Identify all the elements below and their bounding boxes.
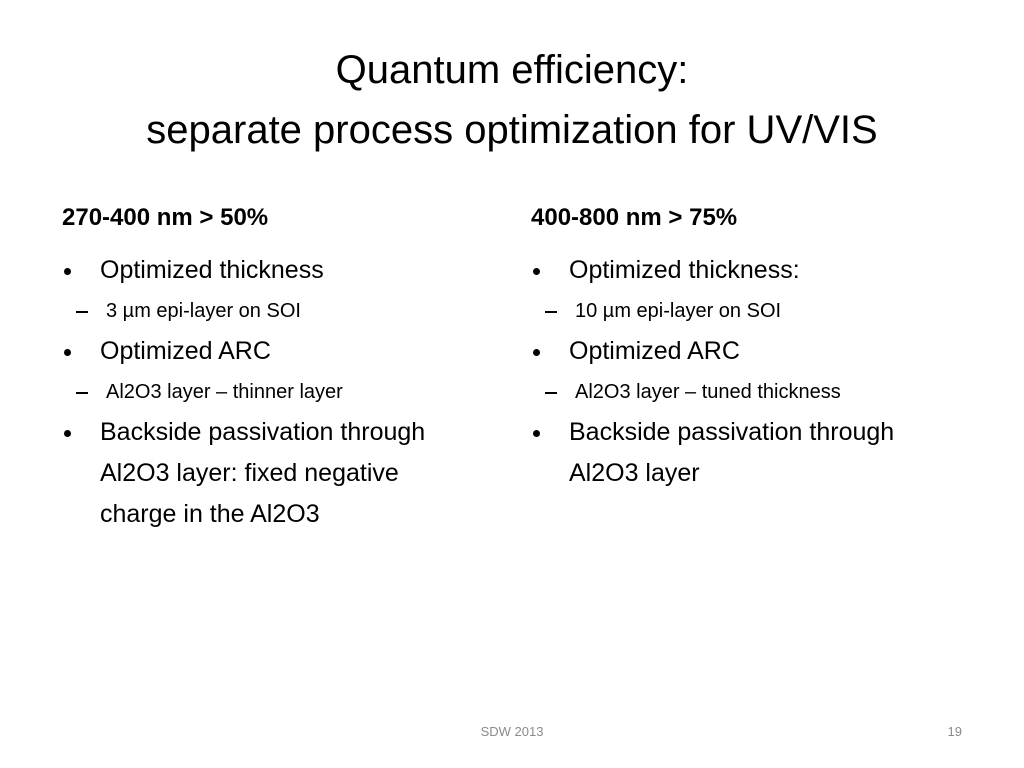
bullet-text: Optimized ARC [100, 337, 271, 365]
bullet-text: Optimized thickness: [569, 256, 800, 284]
sub-bullet-item: Al2O3 layer – thinner layer [62, 376, 502, 408]
bullet-item: Optimized ARC [62, 331, 502, 372]
sub-bullet-item: Al2O3 layer – tuned thickness [531, 376, 971, 408]
sub-bullet-text: Al2O3 layer – tuned thickness [575, 381, 841, 403]
dash [76, 311, 88, 313]
sub-bullet-item: 10 µm epi-layer on SOI [531, 295, 971, 327]
bullet-text: Optimized thickness [100, 256, 324, 284]
sub-bullet-item: 3 µm epi-layer on SOI [62, 295, 502, 327]
slide-number: 19 [947, 724, 962, 739]
bullet-text: Optimized ARC [569, 337, 740, 365]
bullet-item: Backside passivation through Al2O3 layer… [62, 412, 502, 535]
title-line: separate process optimization for UV/VIS [146, 108, 878, 152]
bullet [64, 268, 71, 275]
sub-bullet-text: Al2O3 layer – thinner layer [106, 381, 343, 403]
slide-title: Quantum efficiency: separate process opt… [0, 40, 1024, 160]
title-line: Quantum efficiency: [335, 48, 689, 92]
bullet [533, 430, 540, 437]
bullet [533, 268, 540, 275]
column: 400-800 nm > 75% Optimized thickness: 10 µ… [531, 200, 971, 498]
bullet [64, 349, 71, 356]
bullet-item: Optimized thickness [62, 250, 502, 291]
dash [545, 392, 557, 394]
bullet-item: Optimized ARC [531, 331, 971, 372]
bullet-item: Backside passivation through Al2O3 layer [531, 412, 971, 494]
bullet-text: Backside passivation through Al2O3 layer… [100, 418, 426, 528]
dash [545, 311, 557, 313]
sub-bullet-text: 3 µm epi-layer on SOI [106, 300, 301, 322]
bullet [64, 430, 71, 437]
column-heading: 400-800 nm > 75% [531, 204, 738, 231]
sub-bullet-text: 10 µm epi-layer on SOI [575, 300, 782, 322]
dash [76, 392, 88, 394]
column-heading: 270-400 nm > 50% [62, 204, 269, 231]
bullet-text: Backside passivation through Al2O3 layer [569, 418, 895, 487]
column: 270-400 nm > 50% Optimized thickness 3 µm … [62, 200, 502, 539]
bullet [533, 349, 540, 356]
footer-text: SDW 2013 [480, 724, 544, 739]
bullet-item: Optimized thickness: [531, 250, 971, 291]
